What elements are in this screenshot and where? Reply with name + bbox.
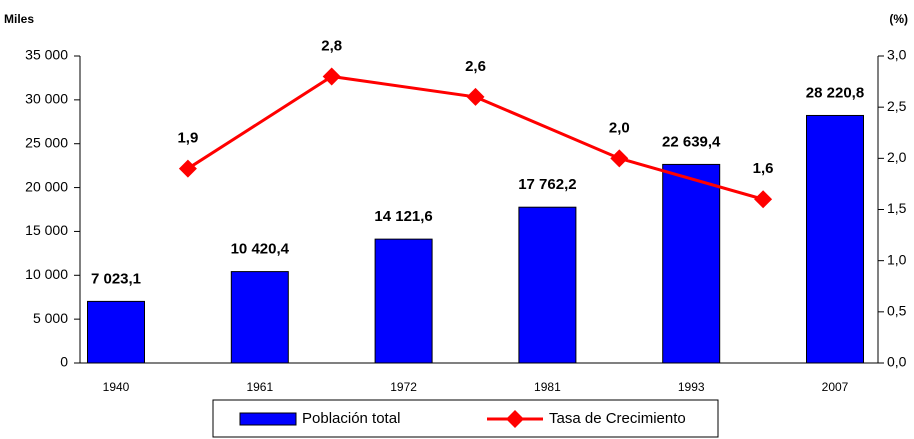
legend-box bbox=[212, 399, 719, 438]
y-axis-label: Miles bbox=[4, 12, 34, 26]
y-tick-label: 30 000 bbox=[25, 91, 68, 107]
line-value-label: 1,9 bbox=[177, 130, 198, 147]
bar-value-label: 7 023,1 bbox=[91, 270, 141, 287]
y2-tick-label: 2,0 bbox=[887, 149, 907, 165]
bar-value-label: 14 121,6 bbox=[374, 208, 432, 225]
x-tick-label: 1993 bbox=[678, 380, 705, 394]
bar-value-label: 22 639,4 bbox=[662, 133, 721, 150]
y2-tick-label: 1,0 bbox=[887, 251, 907, 267]
legend-swatch bbox=[239, 412, 297, 426]
bar bbox=[518, 206, 577, 364]
y2-tick-label: 0,5 bbox=[887, 303, 907, 319]
y-tick-label: 25 000 bbox=[25, 134, 68, 150]
line-value-label: 2,6 bbox=[465, 58, 486, 75]
legend-label: Población total bbox=[302, 410, 400, 427]
y-tick-label: 15 000 bbox=[25, 222, 68, 238]
y-tick-label: 5 000 bbox=[33, 310, 68, 326]
bar-value-label: 10 420,4 bbox=[231, 241, 290, 258]
line-value-label: 2,0 bbox=[609, 119, 630, 136]
bar bbox=[230, 271, 289, 364]
bar bbox=[374, 238, 433, 364]
bar bbox=[806, 114, 864, 364]
bar bbox=[662, 163, 721, 364]
line-marker bbox=[610, 149, 629, 168]
y2-tick-label: 3,0 bbox=[887, 47, 907, 63]
line-marker bbox=[178, 159, 197, 178]
legend-label: Tasa de Crecimiento bbox=[549, 410, 686, 427]
y2-tick-label: 0,0 bbox=[887, 354, 907, 370]
line-value-label: 2,8 bbox=[321, 37, 342, 54]
y-tick-label: 0 bbox=[60, 354, 68, 370]
y-tick-label: 20 000 bbox=[25, 178, 68, 194]
x-tick-label: 1981 bbox=[534, 380, 561, 394]
x-tick-label: 2007 bbox=[822, 380, 849, 394]
bar-value-label: 28 220,8 bbox=[806, 84, 864, 101]
x-tick-label: 1940 bbox=[103, 380, 130, 394]
y2-tick-label: 1,5 bbox=[887, 200, 907, 216]
bar-value-label: 17 762,2 bbox=[518, 176, 576, 193]
y-tick-label: 10 000 bbox=[25, 266, 68, 282]
y-tick-label: 35 000 bbox=[25, 47, 68, 63]
line-value-label: 1,6 bbox=[753, 160, 774, 177]
bar bbox=[87, 300, 145, 364]
line-marker bbox=[466, 87, 485, 106]
line-marker bbox=[754, 190, 773, 209]
legend-swatch bbox=[506, 410, 524, 428]
line-marker bbox=[322, 67, 341, 86]
x-tick-label: 1972 bbox=[390, 380, 417, 394]
y2-axis-label: (%) bbox=[889, 12, 908, 26]
y2-tick-label: 2,5 bbox=[887, 98, 907, 114]
x-tick-label: 1961 bbox=[246, 380, 273, 394]
